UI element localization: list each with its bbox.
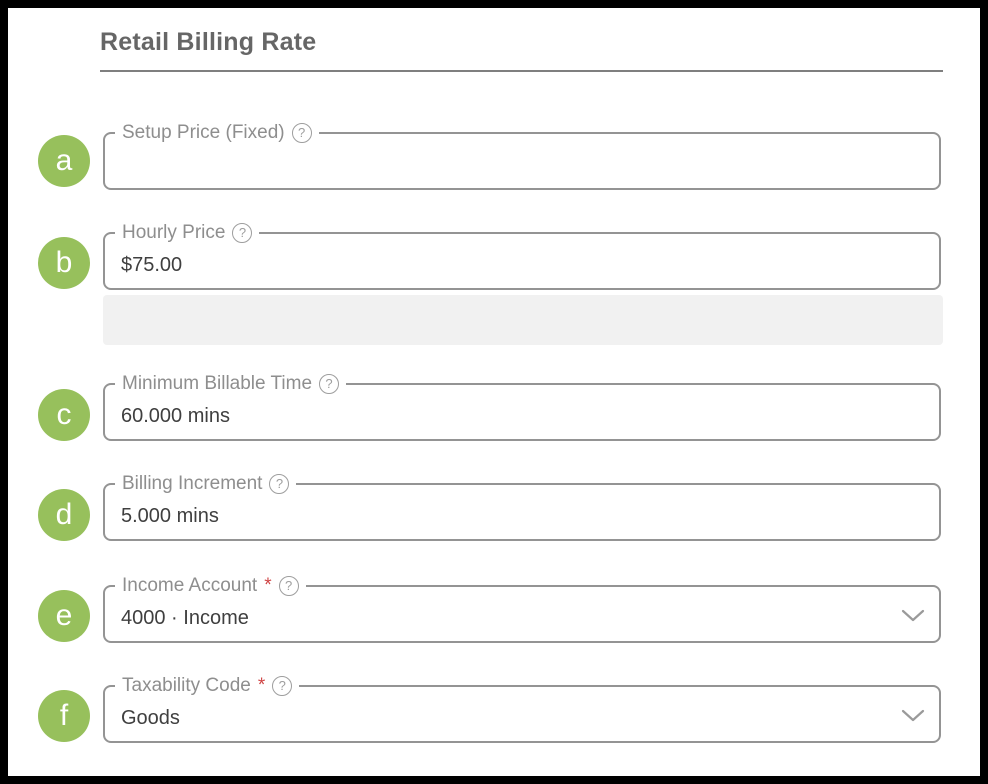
field-minimum-billable-time: Minimum Billable Time ? (103, 372, 941, 441)
income-account-select[interactable] (105, 587, 939, 641)
required-asterisk: * (264, 575, 272, 596)
required-asterisk: * (257, 675, 266, 696)
hourly-price-input[interactable] (105, 234, 939, 288)
empty-gray-panel (103, 295, 943, 345)
setup-price-input[interactable] (105, 134, 939, 188)
chevron-down-icon[interactable] (901, 709, 925, 723)
taxability-code-select[interactable] (105, 687, 939, 741)
chevron-down-icon[interactable] (901, 609, 925, 623)
title-divider (100, 70, 943, 72)
step-marker-b: b (38, 237, 90, 289)
field-taxability-code: Taxability Code * ? (103, 674, 941, 743)
step-marker-f: f (38, 690, 90, 742)
step-marker-d: d (38, 489, 90, 541)
step-marker-c: c (38, 389, 90, 441)
field-setup-price-fixed: Setup Price (Fixed) ? (103, 121, 941, 190)
minimum-billable-time-input[interactable] (105, 385, 939, 439)
field-hourly-price: Hourly Price ? (103, 221, 941, 290)
billing-increment-input[interactable] (105, 485, 939, 539)
page-title: Retail Billing Rate (100, 28, 317, 56)
step-marker-e: e (38, 590, 90, 642)
field-income-account: Income Account * ? (103, 574, 941, 643)
step-marker-a: a (38, 135, 90, 187)
field-billing-increment: Billing Increment ? (103, 472, 941, 541)
